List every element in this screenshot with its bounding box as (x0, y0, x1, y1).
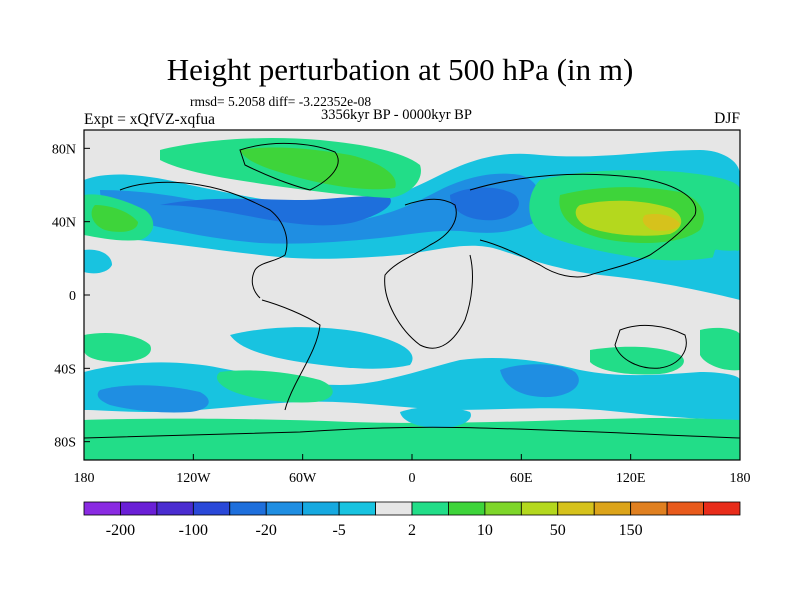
y-tick-label: 40N (52, 216, 76, 231)
contour-fill (91, 205, 138, 232)
colorbar-label: 10 (477, 522, 493, 539)
colorbar-swatch (593, 501, 632, 516)
coastline-south-america (261, 299, 321, 411)
contour-fill (100, 173, 542, 244)
season-label: DJF (714, 110, 740, 127)
contour-fill (160, 196, 391, 226)
colorbar-label: 50 (550, 522, 566, 539)
colorbar-swatch (120, 501, 158, 516)
colorbar-label: -200 (106, 522, 135, 539)
contour-fill (700, 327, 740, 371)
x-tick-label: 60W (289, 471, 317, 486)
y-tick-label: 0 (69, 289, 76, 304)
plot-frame (83, 129, 741, 461)
contour-fill (240, 147, 396, 190)
y-tick-label: 40S (54, 362, 76, 377)
colorbar-label: -20 (256, 522, 277, 539)
colorbar-swatch (338, 501, 376, 516)
y-axis-ticks: 80N 40N 0 40S 80S (52, 142, 90, 451)
x-tick-label: 180 (74, 471, 95, 486)
colorbar-swatch (192, 501, 231, 516)
contour-fill (97, 385, 209, 413)
y-tick-label: 80S (54, 436, 76, 451)
y-tick-label: 80N (52, 142, 76, 157)
colorbar-label: -100 (179, 522, 208, 539)
coastline-europe-africa (384, 198, 473, 349)
colorbar-swatch (630, 501, 668, 516)
colorbar (83, 501, 741, 516)
colorbar-labels: -200 -100 -20 -5 2 10 50 150 (106, 522, 643, 539)
colorbar-swatch (666, 501, 704, 516)
coastline-north-america (119, 181, 288, 299)
colorbar-swatch (557, 501, 595, 516)
colorbar-label: -5 (332, 522, 345, 539)
contour-fill (84, 249, 112, 274)
colorbar-swatch (703, 501, 741, 516)
contour-fill (84, 333, 151, 362)
plot-title: Height perturbation at 500 hPa (in m) (166, 52, 634, 87)
colorbar-swatch (229, 501, 267, 516)
time-period-label: 3356kyr BP - 0000kyr BP (321, 107, 472, 123)
colorbar-swatch (448, 501, 486, 516)
colorbar-swatch (156, 501, 194, 516)
contour-fill (84, 418, 740, 460)
x-tick-label: 120E (616, 471, 646, 486)
coastlines (84, 143, 740, 439)
contour-fill (450, 187, 519, 221)
x-tick-label: 120W (176, 471, 211, 486)
colorbar-swatch (520, 501, 559, 516)
contour-fill (230, 327, 413, 369)
contour-fill (500, 364, 579, 398)
contour-fill (642, 214, 680, 231)
colorbar-label: 2 (408, 522, 416, 539)
colorbar-swatch (302, 501, 340, 516)
colorbar-swatch (411, 501, 449, 516)
colorbar-swatch (375, 501, 413, 516)
coastline-australia (614, 325, 687, 369)
coastline-asia (469, 173, 697, 278)
colorbar-swatch (265, 501, 304, 516)
x-tick-label: 0 (409, 471, 416, 486)
colorbar-swatch (83, 501, 121, 516)
contour-fill (700, 237, 740, 251)
colorbar-swatch (484, 501, 522, 516)
contour-fill-layer (84, 138, 740, 460)
experiment-label: Expt = xQfVZ-xqfua (84, 111, 215, 128)
contour-fill (216, 370, 333, 403)
x-axis-ticks: 180 120W 60W 0 60E 120E 180 (74, 454, 751, 486)
x-tick-label: 180 (730, 471, 751, 486)
colorbar-label: 150 (619, 522, 643, 539)
coastline-antarctica (84, 426, 740, 439)
contour-fill (400, 406, 471, 428)
rmsd-diff-stats: rmsd= 5.2058 diff= -3.22352e-08 (190, 94, 372, 109)
coastline-greenland (239, 143, 339, 191)
contour-fill (712, 248, 740, 271)
x-tick-label: 60E (510, 471, 533, 486)
